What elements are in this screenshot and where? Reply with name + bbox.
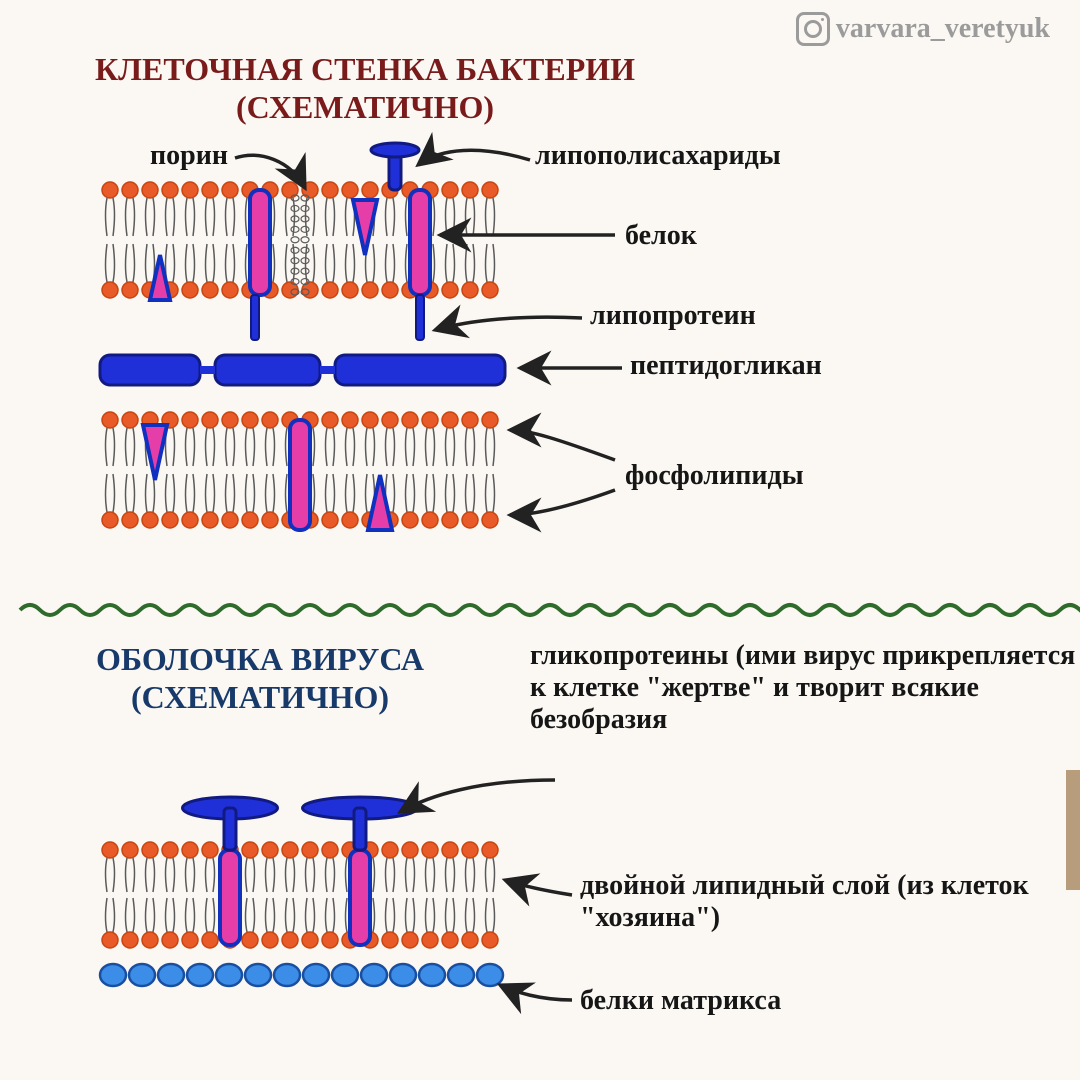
diagram-canvas xyxy=(0,0,1080,1080)
side-tab xyxy=(1066,770,1080,890)
